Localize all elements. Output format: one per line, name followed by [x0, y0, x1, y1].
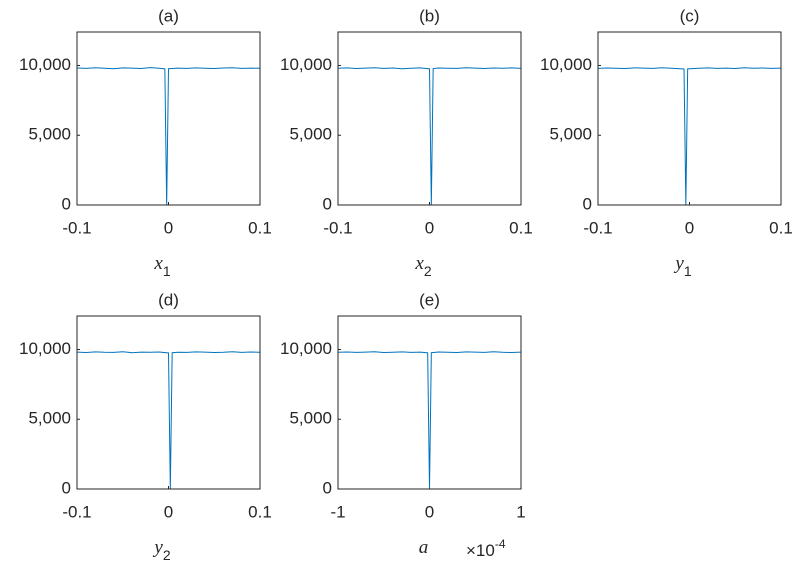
- data-line: [337, 351, 522, 490]
- panel-title: (e): [419, 290, 440, 309]
- y-tick-label: 0: [323, 478, 332, 497]
- x-label-symbol: a: [419, 537, 429, 558]
- x-label-symbol: x: [414, 253, 424, 274]
- panel-title: (c): [680, 6, 700, 25]
- x-label-symbol: x: [153, 253, 163, 274]
- data-line: [76, 67, 261, 206]
- x-tick-label: -0.1: [583, 218, 612, 237]
- x-axis-label: x2: [414, 253, 431, 278]
- y-tick-label: 5,000: [289, 125, 332, 144]
- exponent-base: ×10: [466, 541, 495, 560]
- y-tick-label: 0: [583, 194, 592, 213]
- x-tick-label: 0: [425, 502, 434, 521]
- x-tick-label: 0.1: [248, 218, 272, 237]
- data-line: [337, 67, 522, 206]
- x-axis-label: y1: [673, 253, 691, 278]
- y-tick-label: 0: [323, 194, 332, 213]
- axes-frame: [76, 31, 261, 206]
- y-tick-label: 10,000: [19, 339, 71, 358]
- y-tick-label: 0: [62, 478, 71, 497]
- x-axis-label: y2: [152, 537, 170, 562]
- y-tick-label: 10,000: [280, 55, 332, 74]
- axes-frame: [597, 31, 782, 206]
- x-tick-label: -0.1: [323, 218, 352, 237]
- x-label-subscript: 2: [163, 547, 171, 563]
- x-tick-label: 0.1: [509, 218, 533, 237]
- x-exponent: ×10-4: [466, 537, 506, 560]
- x-label-subscript: 1: [163, 263, 171, 279]
- x-label-subscript: 2: [424, 263, 432, 279]
- axes-frame: [337, 315, 522, 490]
- x-tick-label: 0: [425, 218, 434, 237]
- x-tick-label: 0: [164, 218, 173, 237]
- y-tick-label: 10,000: [19, 55, 71, 74]
- y-tick-label: 10,000: [280, 339, 332, 358]
- y-tick-label: 0: [62, 194, 71, 213]
- x-label-subscript: 1: [684, 263, 692, 279]
- y-tick-label: 5,000: [289, 409, 332, 428]
- axes-frame: [76, 315, 261, 490]
- exponent-power: -4: [495, 537, 506, 551]
- x-tick-label: -1: [330, 502, 345, 521]
- x-label-symbol: y: [152, 537, 163, 558]
- x-tick-label: -0.1: [62, 502, 91, 521]
- y-tick-label: 10,000: [540, 55, 592, 74]
- y-tick-label: 5,000: [28, 125, 71, 144]
- axes-frame: [337, 31, 522, 206]
- data-line: [597, 67, 782, 206]
- x-tick-label: 0.1: [769, 218, 793, 237]
- panel-title: (a): [158, 6, 179, 25]
- x-tick-label: -0.1: [62, 218, 91, 237]
- x-axis-label: a: [419, 537, 429, 558]
- y-tick-label: 5,000: [28, 409, 71, 428]
- x-tick-label: 0.1: [248, 502, 272, 521]
- x-label-symbol: y: [673, 253, 684, 274]
- x-tick-label: 1: [516, 502, 525, 521]
- panel-title: (d): [158, 290, 179, 309]
- y-tick-label: 5,000: [549, 125, 592, 144]
- panel-title: (b): [419, 6, 440, 25]
- data-line: [76, 351, 261, 490]
- x-tick-label: 0: [164, 502, 173, 521]
- x-axis-label: x1: [153, 253, 170, 278]
- x-tick-label: 0: [685, 218, 694, 237]
